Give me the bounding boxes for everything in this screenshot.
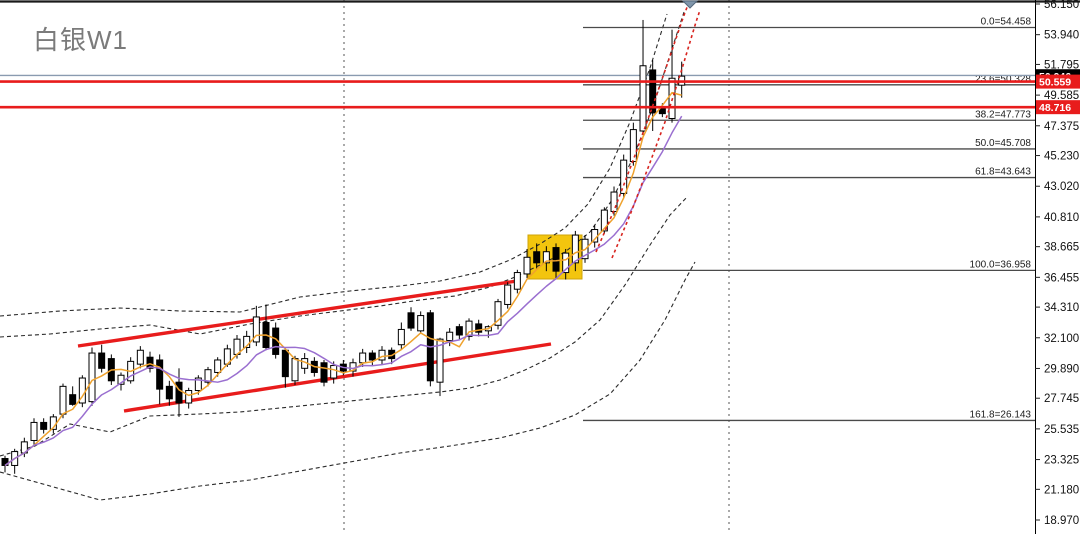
band-upper-inner <box>0 11 685 338</box>
candle-body <box>320 362 328 383</box>
price-axis-label: 36.455 <box>1044 272 1079 284</box>
candle-body <box>629 129 637 163</box>
candle-body <box>649 69 657 114</box>
candle-body <box>165 385 173 400</box>
candle-body <box>552 247 560 272</box>
price-axis-label: 45.230 <box>1044 151 1079 163</box>
fib-label: 161.8=26.143 <box>970 409 1032 420</box>
fib-label: 61.8=43.643 <box>975 167 1031 178</box>
price-axis-label: 38.665 <box>1044 242 1079 254</box>
fib-label: 23.6=50.328 <box>975 74 1031 85</box>
price-axis-label: 51.795 <box>1044 59 1079 71</box>
candle-body <box>455 326 463 336</box>
candle-body <box>475 323 483 333</box>
red-line-badge <box>1036 74 1080 89</box>
candle-body <box>281 349 289 378</box>
candle-body <box>98 352 106 369</box>
price-axis-label: 47.375 <box>1044 121 1079 133</box>
candle-body <box>533 251 541 264</box>
red-line-badge-label: 48.716 <box>1039 102 1071 114</box>
candle-body <box>436 338 444 383</box>
candle-body <box>69 394 77 405</box>
candle-body <box>252 316 260 343</box>
fib-label: 50.0=45.708 <box>975 138 1031 149</box>
price-axis-label: 25.535 <box>1044 424 1079 436</box>
candle-body <box>571 234 579 264</box>
candle-body <box>513 272 521 290</box>
candle-body <box>156 359 164 390</box>
candle-body <box>194 377 202 392</box>
chart-symbol-title: 白银W1 <box>33 25 129 55</box>
candle-body <box>88 352 96 403</box>
candle-body <box>397 328 405 346</box>
price-axis-label: 53.940 <box>1044 30 1079 42</box>
candle-body <box>146 356 154 369</box>
arrow-down-marker[interactable] <box>681 0 699 9</box>
band-upper-outer <box>0 13 668 317</box>
channel-lower-line[interactable] <box>123 342 552 413</box>
candle-body <box>204 369 212 383</box>
candle-body <box>368 352 376 361</box>
candle-body <box>330 365 338 379</box>
price-axis-label: 27.745 <box>1044 393 1079 405</box>
candle-body <box>523 256 531 275</box>
candle-body <box>494 301 502 326</box>
candle-body <box>136 349 144 365</box>
band-lower-outer <box>0 261 696 501</box>
candle-body <box>610 191 618 212</box>
candle-body <box>407 312 415 329</box>
candle-body <box>117 374 125 385</box>
candle-body <box>465 320 473 337</box>
price-axis-label: 40.810 <box>1044 212 1079 224</box>
price-axis-label: 56.150 <box>1044 0 1079 11</box>
price-axis-label: 49.585 <box>1044 90 1079 102</box>
red-line-badge <box>1036 100 1080 115</box>
fib-label: 100.0=36.958 <box>970 259 1032 270</box>
projection-dashed-line <box>611 9 701 259</box>
candle-body <box>639 65 647 132</box>
price-axis-label: 21.180 <box>1044 484 1079 496</box>
price-axis-label: 23.325 <box>1044 455 1079 467</box>
fib-label: 0.0=54.458 <box>981 16 1032 27</box>
candle-body <box>417 315 425 332</box>
candle-body <box>214 359 222 373</box>
fast-ma-line <box>4 91 682 467</box>
candle-body <box>504 284 512 305</box>
candle-body <box>59 385 67 415</box>
price-axis-label: 29.890 <box>1044 363 1079 375</box>
channel-upper-line[interactable] <box>77 279 518 348</box>
fib-label: 38.2=47.773 <box>975 109 1031 120</box>
candle-body <box>446 331 454 342</box>
price-axis-label: 43.020 <box>1044 181 1079 193</box>
candle-body <box>40 421 48 430</box>
band-lower-inner <box>0 195 689 457</box>
candle-body <box>30 421 38 441</box>
candle-body <box>600 209 608 232</box>
red-line-badge-label: 50.559 <box>1039 77 1071 89</box>
candle-body <box>562 252 570 274</box>
price-axis-label: 32.100 <box>1044 333 1079 345</box>
candle-body <box>185 390 193 404</box>
candle-body <box>378 349 386 361</box>
candle-body <box>175 381 183 404</box>
candle-body <box>620 159 628 194</box>
candle-body <box>291 358 299 382</box>
candle-body <box>359 352 367 364</box>
candle-body <box>542 251 550 264</box>
price-axis-label: 18.970 <box>1044 515 1079 527</box>
price-axis-label: 34.310 <box>1044 302 1079 314</box>
slow-ma-line <box>4 115 683 467</box>
